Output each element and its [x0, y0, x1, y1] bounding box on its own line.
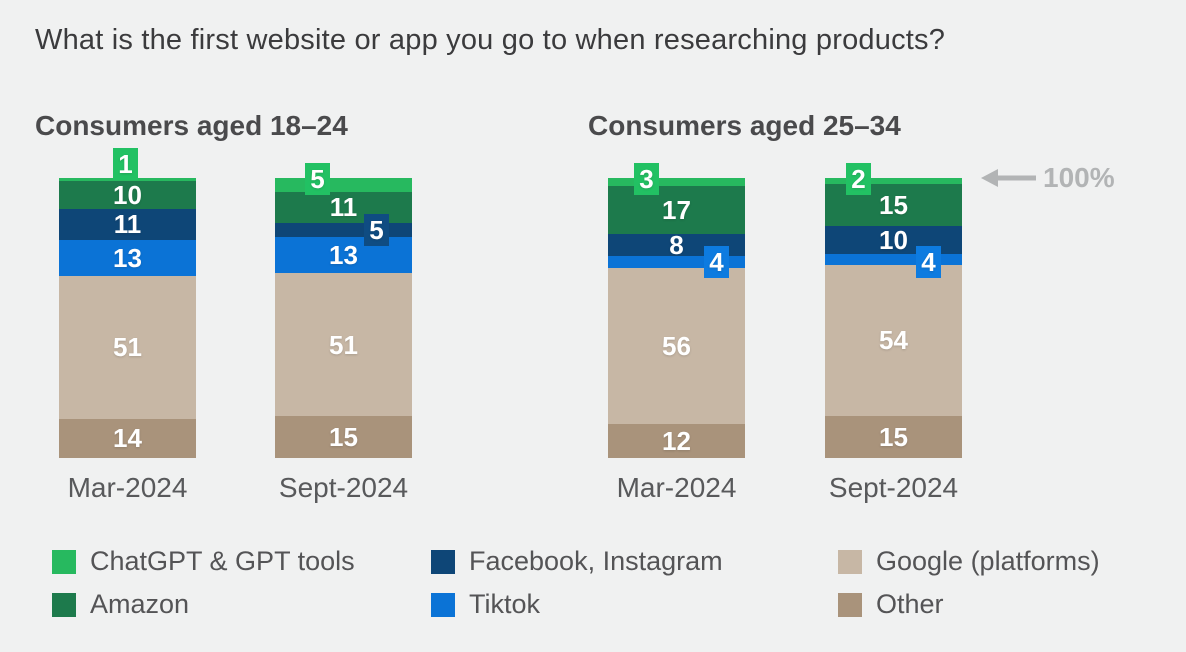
legend-item-amazon: Amazon — [52, 589, 189, 620]
segment-value-label: 10 — [113, 179, 142, 210]
legend-swatch-google-icon — [838, 549, 862, 574]
segment-facebook: 10 — [825, 224, 962, 255]
segment-value-badge-chatgpt: 1 — [113, 148, 138, 180]
segment-value-label: 8 — [669, 230, 684, 261]
segment-other: 12 — [608, 424, 745, 458]
segment-tiktok: 13 — [59, 239, 196, 276]
legend-swatch-amazon-icon — [52, 592, 76, 617]
segment-value-badge-tiktok: 4 — [916, 246, 941, 278]
segment-value-label: 13 — [329, 239, 358, 270]
segment-value-label: 15 — [879, 421, 908, 452]
stacked-bar-sept-2024: 15 10 54 15 — [825, 178, 962, 458]
legend-item-facebook: Facebook, Instagram — [431, 546, 723, 577]
x-axis-label: Mar-2024 — [67, 472, 188, 503]
segment-amazon: 11 — [275, 192, 412, 223]
segment-value-label: 56 — [662, 330, 691, 361]
segment-value-label: 14 — [113, 423, 142, 454]
segment-chatgpt — [608, 178, 745, 187]
legend-swatch-other-icon — [838, 592, 862, 617]
x-axis-label: Sept-2024 — [278, 472, 409, 503]
segment-value-badge-chatgpt: 5 — [305, 163, 330, 195]
group-heading-25-34: Consumers aged 25–34 — [588, 110, 901, 141]
legend-item-google: Google (platforms) — [838, 546, 1100, 577]
x-axis-label: Mar-2024 — [616, 472, 737, 503]
segment-value-label: 10 — [879, 224, 908, 255]
segment-other: 14 — [59, 418, 196, 458]
x-axis-label: Sept-2024 — [828, 472, 959, 503]
legend-label: Other — [876, 589, 944, 619]
segment-value-label: 15 — [329, 421, 358, 452]
segment-value-label: 13 — [113, 242, 142, 273]
segment-tiktok — [825, 253, 962, 265]
segment-amazon: 10 — [59, 179, 196, 210]
segment-google: 51 — [275, 273, 412, 416]
segment-facebook — [275, 222, 412, 237]
legend-label: Amazon — [90, 589, 190, 619]
legend-item-chatgpt: ChatGPT & GPT tools — [52, 546, 355, 577]
segment-value-badge-tiktok: 4 — [704, 246, 729, 278]
segment-value-badge-facebook: 5 — [364, 214, 389, 246]
segment-tiktok: 13 — [275, 236, 412, 274]
segment-value-label: 11 — [329, 192, 358, 223]
stacked-bar-mar-2024: 10 11 13 51 14 — [59, 178, 196, 458]
segment-value-label: 15 — [879, 189, 908, 220]
segment-other: 15 — [275, 415, 412, 458]
segment-google: 56 — [608, 267, 745, 425]
legend-swatch-tiktok-icon — [431, 592, 455, 617]
legend-label: Facebook, Instagram — [469, 546, 723, 576]
segment-value-badge-chatgpt: 3 — [634, 163, 659, 195]
segment-value-badge-chatgpt: 2 — [846, 163, 871, 195]
segment-value-label: 17 — [662, 195, 691, 226]
segment-chatgpt — [825, 178, 962, 184]
chart-title: What is the first website or app you go … — [35, 24, 946, 56]
segment-value-label: 51 — [113, 332, 142, 363]
legend-label: Google (platforms) — [876, 546, 1100, 576]
segment-amazon: 17 — [608, 186, 745, 234]
segment-value-label: 51 — [329, 329, 358, 360]
legend-label: Tiktok — [469, 589, 541, 619]
hundred-percent-label: 100% — [1043, 162, 1115, 193]
stacked-bar-mar-2024: 17 8 56 12 — [608, 178, 745, 458]
segment-other: 15 — [825, 415, 962, 458]
segment-google: 51 — [59, 275, 196, 419]
legend-swatch-chatgpt-icon — [52, 549, 76, 574]
legend-item-tiktok: Tiktok — [431, 589, 540, 620]
legend-label: ChatGPT & GPT tools — [90, 546, 355, 576]
segment-google: 54 — [825, 264, 962, 416]
group-heading-18-24: Consumers aged 18–24 — [35, 110, 348, 141]
stacked-bar-sept-2024: 11 13 51 15 — [275, 178, 412, 458]
legend-swatch-facebook-icon — [431, 549, 455, 574]
segment-tiktok — [608, 256, 745, 268]
legend-item-other: Other — [838, 589, 944, 620]
segment-chatgpt — [275, 178, 412, 192]
segment-value-label: 54 — [879, 325, 908, 356]
segment-value-label: 12 — [662, 426, 691, 457]
segment-value-label: 11 — [113, 209, 142, 240]
arrow-left-icon — [981, 169, 1036, 187]
segment-facebook: 11 — [59, 208, 196, 240]
